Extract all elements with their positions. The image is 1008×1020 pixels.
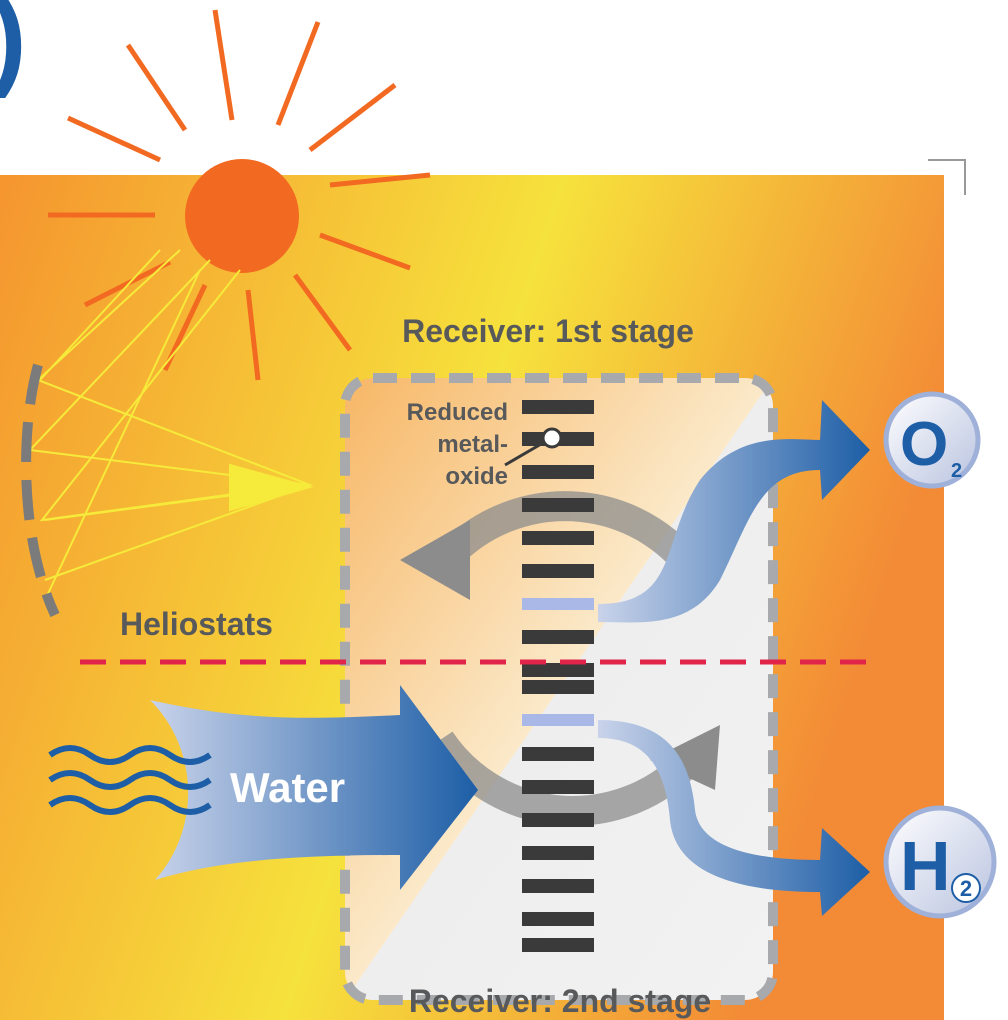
pointer-dot — [543, 429, 561, 447]
heliostats-label: Heliostats — [120, 606, 273, 642]
metal-oxide-label: oxide — [445, 463, 508, 490]
diagram: ) Heliostats Receiver: 1st stage Receive… — [0, 0, 1008, 1020]
oxygen-subscript: 2 — [951, 460, 962, 482]
water-label: Water — [230, 764, 345, 811]
receiver-2nd-label: Receiver: 2nd stage — [409, 983, 711, 1019]
hydrogen-subscript: 2 — [960, 876, 972, 901]
title-fragment: ) — [0, 0, 27, 99]
oxygen-symbol: O — [900, 410, 948, 479]
receiver-1st-label: Receiver: 1st stage — [402, 313, 694, 349]
sun — [185, 159, 299, 273]
metal-oxide-label: Reduced — [407, 399, 508, 426]
hydrogen-symbol: H — [900, 827, 951, 905]
metal-oxide-label: metal- — [437, 431, 508, 458]
